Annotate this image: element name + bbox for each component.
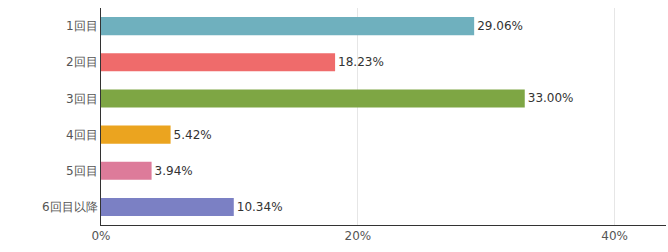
svg-text:29.06%: 29.06% xyxy=(477,19,523,33)
svg-text:18.23%: 18.23% xyxy=(338,55,384,69)
svg-text:1回目: 1回目 xyxy=(66,19,98,33)
svg-text:33.00%: 33.00% xyxy=(528,91,574,105)
svg-text:40%: 40% xyxy=(601,229,628,243)
svg-text:20%: 20% xyxy=(344,229,371,243)
svg-text:5.42%: 5.42% xyxy=(174,128,212,142)
svg-text:5回目: 5回目 xyxy=(66,164,98,178)
svg-text:10.34%: 10.34% xyxy=(237,200,283,214)
svg-text:6回目以降: 6回目以降 xyxy=(42,200,98,214)
svg-text:0%: 0% xyxy=(91,229,110,243)
svg-text:4回目: 4回目 xyxy=(66,128,98,142)
svg-text:2回目: 2回目 xyxy=(66,55,98,69)
svg-text:3回目: 3回目 xyxy=(66,92,98,106)
svg-text:3.94%: 3.94% xyxy=(155,164,193,178)
